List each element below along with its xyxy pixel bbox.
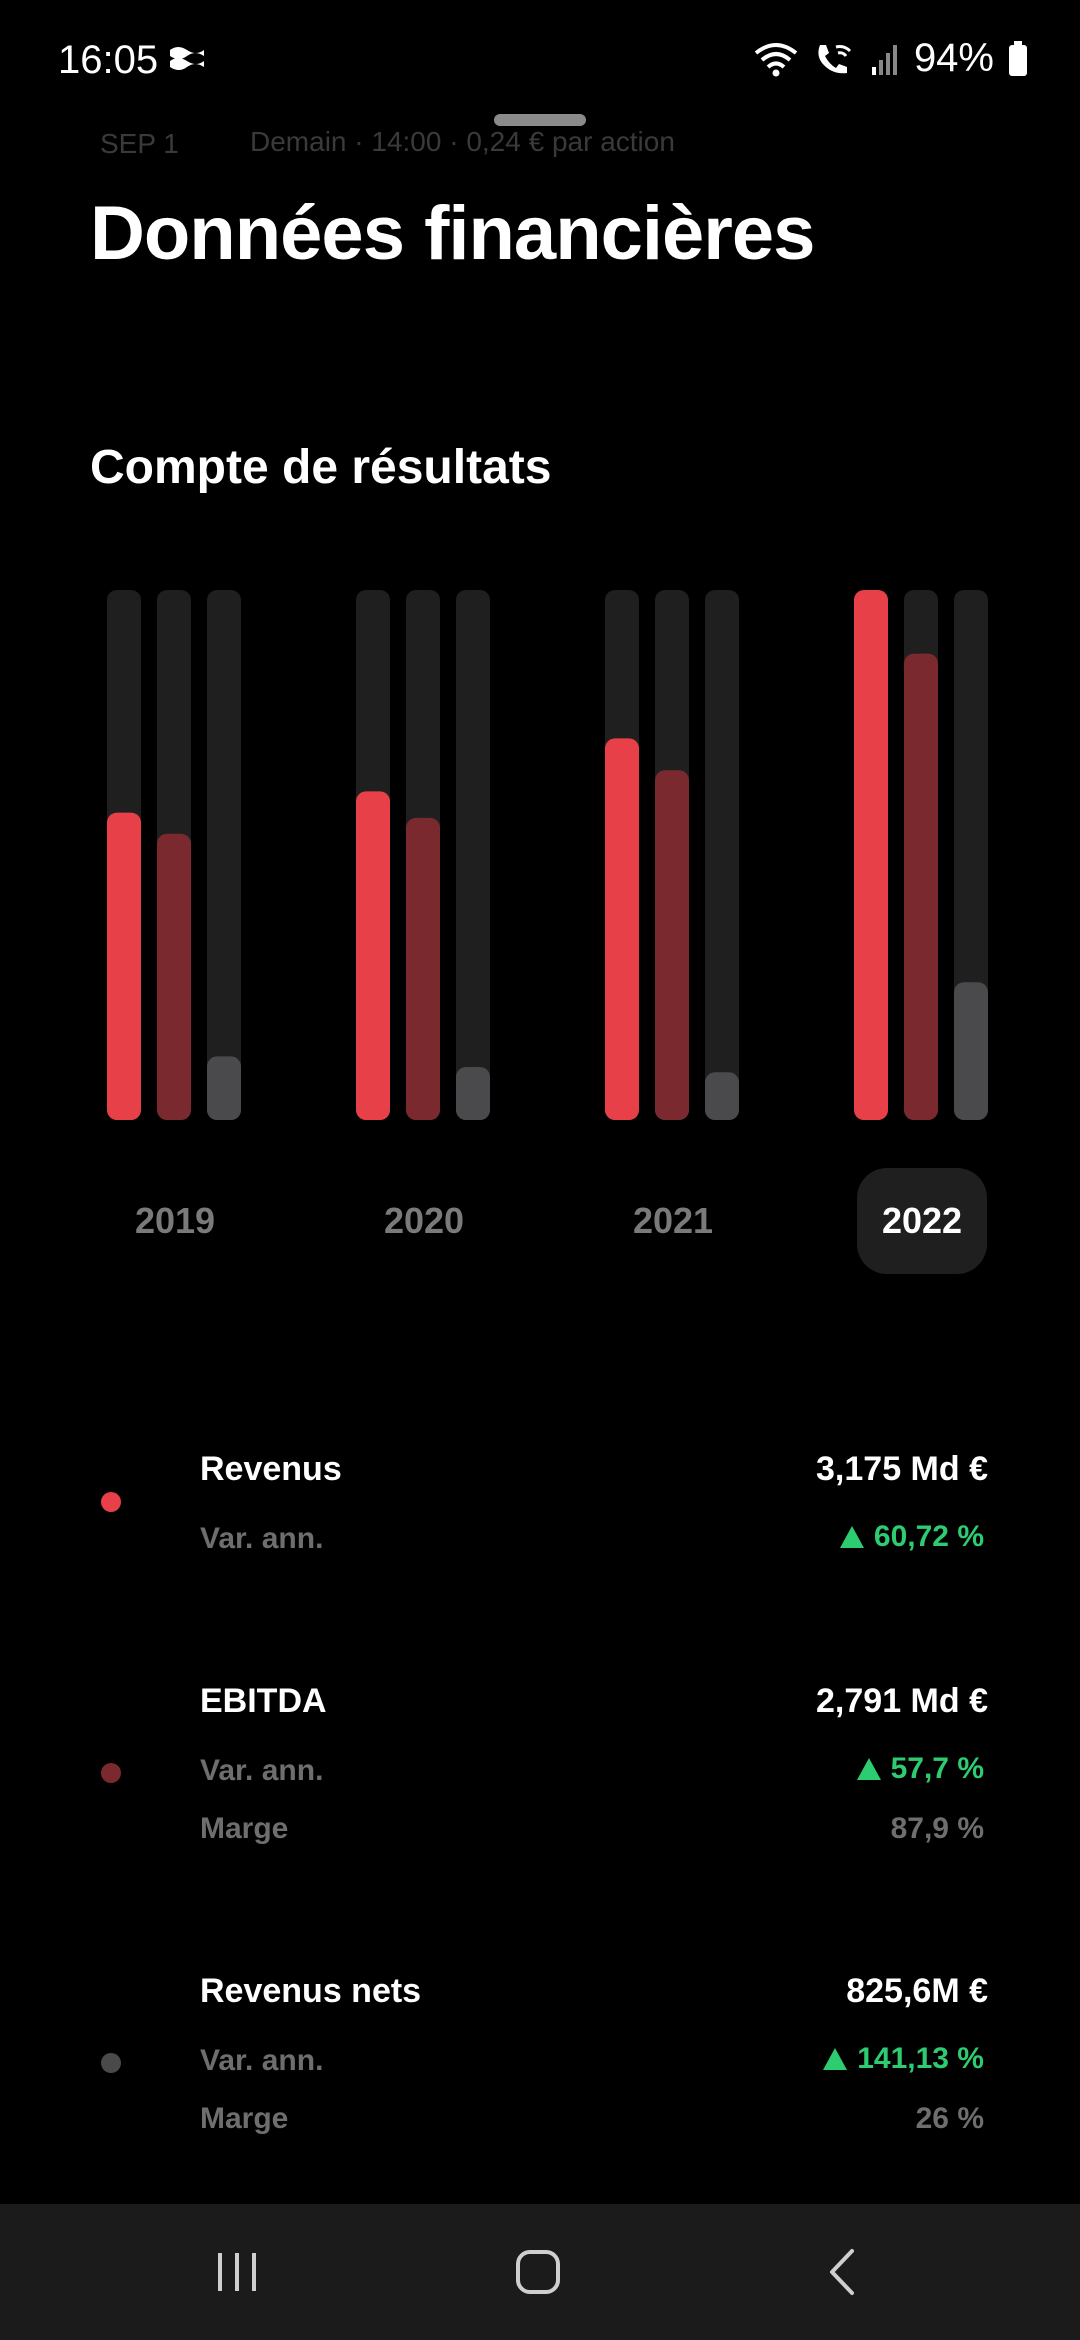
bar-ebitda-2021[interactable]	[655, 770, 689, 1120]
bar-revenue-2020[interactable]	[356, 791, 390, 1120]
year-tab-2022[interactable]: 2022	[857, 1168, 987, 1274]
bar-revenue-2021[interactable]	[605, 738, 639, 1120]
chart-svg	[107, 590, 988, 1120]
flag-icon	[168, 44, 206, 74]
year-tab-2021[interactable]: 2021	[632, 1200, 714, 1241]
metric-value: 2,791 Md €	[816, 1682, 988, 1720]
metric-change-label: Var. ann.	[200, 2044, 324, 2077]
bar-ebitda-2020[interactable]	[406, 817, 440, 1120]
bar-revenue-2022[interactable]	[854, 590, 888, 1120]
year-tab-2020[interactable]: 2020	[383, 1200, 465, 1241]
metric-name: EBITDA	[200, 1682, 327, 1720]
bar-net-2020[interactable]	[456, 1067, 490, 1120]
bar-ebitda-2022[interactable]	[904, 653, 938, 1120]
metric-margin-label: Marge	[200, 1812, 289, 1845]
bar-revenue-2019[interactable]	[107, 812, 141, 1120]
net-income-legend-dot	[101, 2053, 121, 2073]
metric-margin-value: 87,9 %	[890, 1812, 984, 1845]
section-title: Compte de résultats	[90, 441, 552, 494]
metric-change-label: Var. ann.	[200, 1754, 324, 1787]
wifi-calling-icon	[812, 41, 856, 77]
metric-name: Revenus nets	[200, 1972, 422, 2010]
bar-net-2022[interactable]	[954, 982, 988, 1120]
wifi-icon	[754, 41, 798, 77]
peek-dividend-text: Demain · 14:00 · 0,24 € par action	[250, 126, 675, 157]
peek-date: SEP 1	[100, 128, 179, 159]
back-icon	[830, 2249, 854, 2295]
metric-change-value: 57,7 %	[890, 1752, 984, 1785]
up-triangle-icon	[839, 1526, 864, 1548]
page-title: Données financières	[90, 191, 815, 276]
metric-margin-value: 26 %	[915, 2102, 984, 2135]
metric-change: 60,72 %	[839, 1520, 984, 1554]
up-triangle-icon	[823, 2048, 848, 2070]
revenue-legend-dot	[101, 1492, 121, 1512]
metric-value: 3,175 Md €	[816, 1450, 988, 1488]
up-triangle-icon	[856, 1758, 881, 1780]
bar-track-net-2019	[207, 590, 241, 1120]
system-nav-bar	[0, 2204, 1080, 2340]
home-button[interactable]	[458, 2204, 618, 2340]
metric-name: Revenus	[200, 1450, 342, 1488]
metric-margin-label: Marge	[200, 2102, 289, 2135]
bar-net-2019[interactable]	[207, 1056, 241, 1120]
metric-change: 141,13 %	[823, 2042, 984, 2076]
metric-value: 825,6M €	[846, 1972, 988, 2010]
metric-change-value: 141,13 %	[857, 2042, 984, 2075]
recents-icon	[218, 2253, 256, 2291]
back-button[interactable]	[763, 2204, 923, 2340]
bar-track-net-2020	[456, 590, 490, 1120]
income-statement-chart[interactable]	[0, 580, 1080, 1120]
battery-percent: 94%	[913, 36, 994, 80]
metric-change-label: Var. ann.	[200, 1522, 324, 1555]
metric-change-value: 60,72 %	[873, 1520, 984, 1553]
bar-track-net-2021	[705, 590, 739, 1120]
ebitda-legend-dot	[101, 1763, 121, 1783]
bar-ebitda-2019[interactable]	[157, 833, 191, 1120]
metric-change: 57,7 %	[856, 1752, 984, 1786]
status-bar: 16:05	[0, 0, 1080, 120]
bar-net-2021[interactable]	[705, 1072, 739, 1120]
signal-icon	[870, 41, 900, 77]
status-icons: 94%	[754, 36, 1028, 81]
recents-button[interactable]	[157, 2204, 317, 2340]
battery-icon	[1008, 40, 1028, 77]
home-icon	[516, 2250, 560, 2294]
status-time: 16:05	[58, 38, 159, 82]
sheet-drag-handle[interactable]	[494, 114, 586, 126]
year-tab-2019[interactable]: 2019	[134, 1200, 216, 1241]
